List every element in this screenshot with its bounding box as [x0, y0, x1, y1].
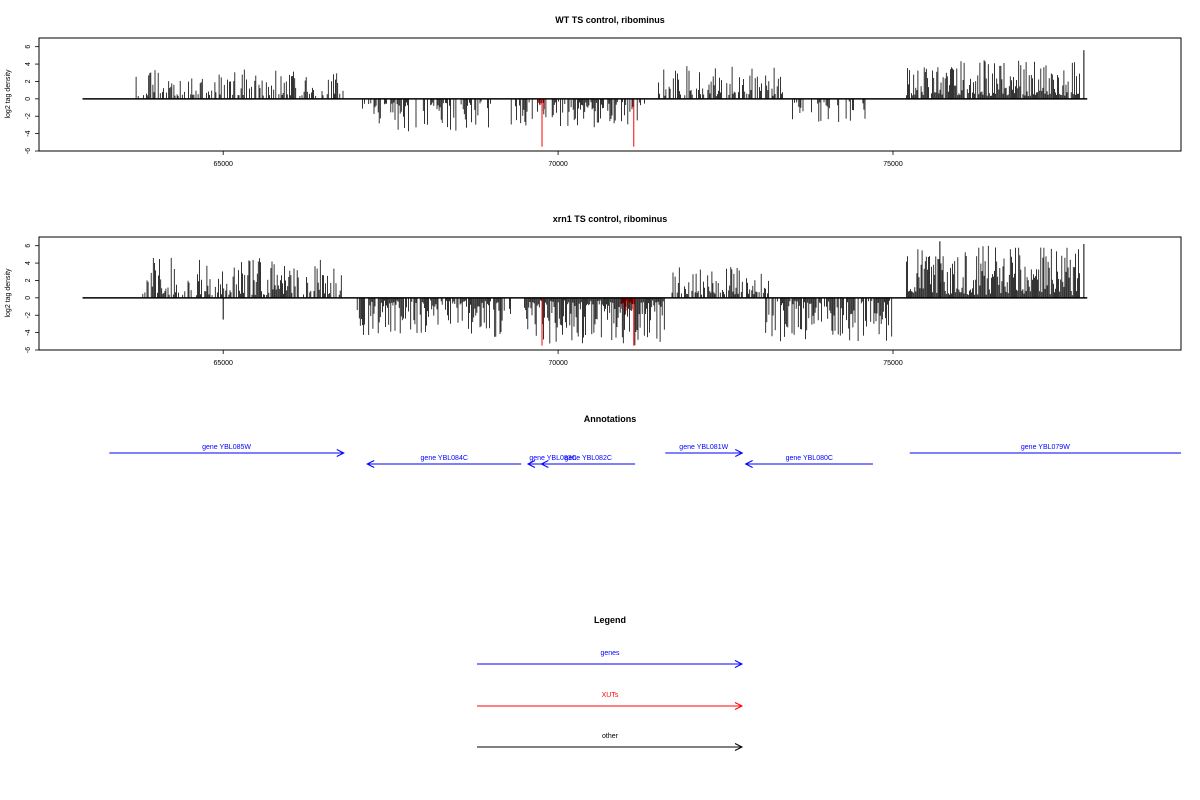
- gene-label: gene YBL082C: [565, 455, 612, 462]
- gene-label: gene YBL085W: [202, 444, 251, 451]
- y-tick-label: -2: [25, 312, 32, 318]
- gene-arrowhead: [540, 460, 549, 468]
- x-tick-label: 65000: [213, 360, 233, 367]
- legend: Legend genes XUTs other: [477, 615, 744, 751]
- density-marks: [82, 241, 1088, 346]
- legend-arrowhead: [734, 660, 744, 668]
- panel-title: xrn1 TS control, ribominus: [553, 214, 668, 224]
- y-tick-label: -6: [25, 148, 32, 154]
- x-tick-label: 75000: [883, 161, 903, 168]
- y-tick-label: 0: [25, 97, 32, 101]
- gene-label: gene YBL080C: [786, 455, 833, 462]
- y-axis-title: log2 tag density: [5, 268, 12, 318]
- x-tick-label: 75000: [883, 360, 903, 367]
- legend-title: Legend: [594, 615, 626, 625]
- legend-items: genes XUTs other: [477, 650, 744, 751]
- x-tick-label: 70000: [548, 161, 568, 168]
- panel-title: WT TS control, ribominus: [555, 15, 665, 25]
- y-tick-label: 2: [25, 79, 32, 83]
- y-tick-label: 2: [25, 278, 32, 282]
- gene-arrowhead: [744, 460, 753, 468]
- gene-arrowhead: [526, 460, 536, 468]
- y-axis-title: log2 tag density: [5, 69, 12, 119]
- legend-arrowhead: [734, 702, 744, 710]
- axes: -6 -4 -2 0 2 4 6 65000 70000 75000: [25, 244, 903, 367]
- xrn1-density-panel: xrn1 TS control, ribominus log2 tag dens…: [5, 214, 1182, 367]
- y-tick-label: 4: [25, 62, 32, 66]
- y-tick-label: -4: [25, 130, 32, 136]
- y-tick-label: 6: [25, 244, 32, 248]
- legend-label: other: [602, 733, 619, 740]
- annotations-title: Annotations: [584, 414, 637, 424]
- plot-frame: [38, 236, 1182, 351]
- density-marks: [82, 50, 1088, 147]
- y-tick-label: -2: [25, 113, 32, 119]
- gene-arrowhead: [735, 449, 744, 457]
- axes: -6 -4 -2 0 2 4 6 65000 70000 75000: [25, 45, 903, 168]
- gene-label: gene YBL081W: [679, 444, 728, 451]
- gene-arrowhead: [336, 449, 345, 457]
- y-tick-label: 4: [25, 261, 32, 265]
- legend-label: XUTs: [602, 692, 619, 699]
- y-tick-label: -4: [25, 329, 32, 335]
- gene-label: gene YBL083C: [529, 455, 576, 462]
- x-tick-label: 65000: [213, 161, 233, 168]
- annotations-track: Annotations gene YBL085W gene YBL084C gene…: [109, 414, 1181, 468]
- legend-arrowhead: [734, 743, 744, 751]
- gene-label: gene YBL079W: [1021, 444, 1070, 451]
- y-tick-label: -6: [25, 347, 32, 353]
- plot-frame: [38, 37, 1182, 152]
- gene-arrowhead: [366, 460, 375, 468]
- wt-density-panel: WT TS control, ribominus log2 tag densit…: [5, 15, 1182, 168]
- legend-label: genes: [600, 650, 620, 657]
- y-tick-label: 0: [25, 296, 32, 300]
- y-tick-label: 6: [25, 45, 32, 49]
- gene-label: gene YBL084C: [421, 455, 468, 462]
- x-tick-label: 70000: [548, 360, 568, 367]
